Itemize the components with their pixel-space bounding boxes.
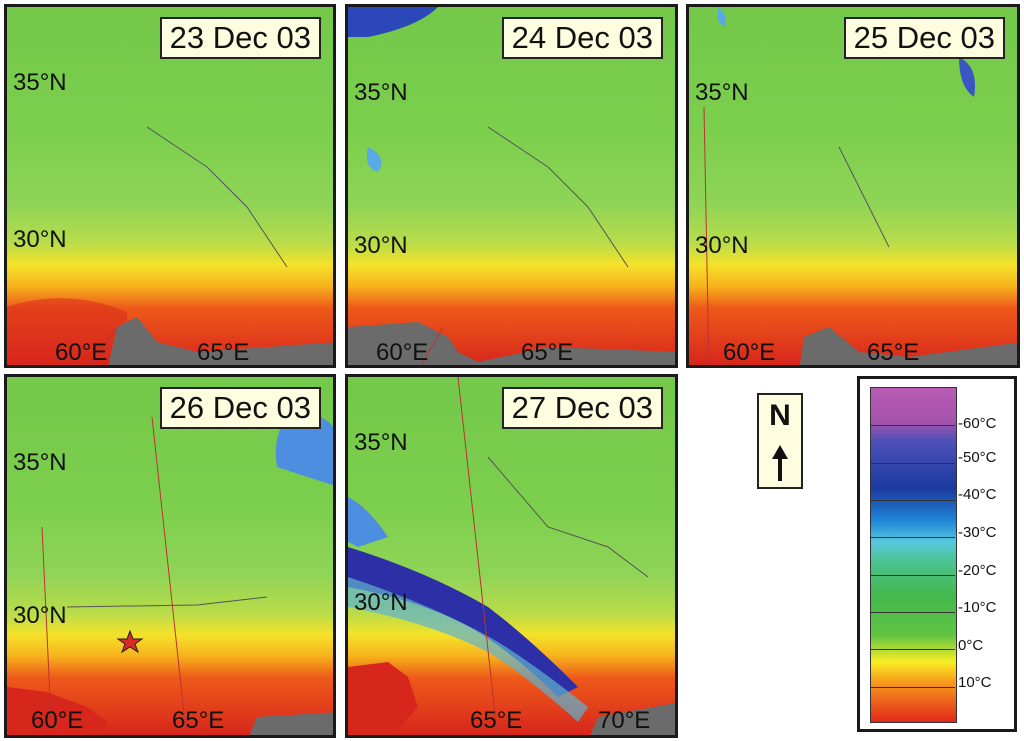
legend-label: -20°C <box>958 562 997 579</box>
north-label: N <box>769 399 791 432</box>
map-panel-25-dec: 25 Dec 03 35°N 30°N 60°E 65°E <box>686 4 1020 368</box>
map-panel-27-dec: 27 Dec 03 35°N 30°N 65°E 70°E <box>345 374 678 738</box>
tick-line <box>870 425 955 426</box>
star-marker <box>116 629 144 654</box>
legend-label: -30°C <box>958 524 997 541</box>
lon-label-65e: 65°E <box>867 339 920 366</box>
tick-line <box>870 463 955 464</box>
lon-label-60e: 60°E <box>55 339 108 366</box>
tick-line <box>870 537 955 538</box>
tick-line <box>870 612 955 613</box>
arrow-up-icon <box>772 445 788 481</box>
temperature-field <box>7 414 333 735</box>
legend-label: -50°C <box>958 449 997 466</box>
date-label: 26 Dec 03 <box>159 387 321 429</box>
temperature-field <box>7 126 333 365</box>
lat-label-35n: 35°N <box>13 69 67 96</box>
lon-label-65e: 65°E <box>521 339 574 366</box>
lat-label-30n: 30°N <box>354 232 408 259</box>
temperature-field <box>348 377 675 735</box>
tick-line <box>870 575 955 576</box>
tick-line <box>870 500 955 501</box>
date-label: 24 Dec 03 <box>501 17 663 59</box>
legend-label: 10°C <box>958 674 992 691</box>
lat-label-35n: 35°N <box>354 79 408 106</box>
lat-label-30n: 30°N <box>13 602 67 629</box>
lat-label-35n: 35°N <box>695 79 749 106</box>
legend-label: -40°C <box>958 486 997 503</box>
temperature-field <box>703 7 1017 365</box>
lat-label-30n: 30°N <box>354 589 408 616</box>
map-panel-23-dec: 23 Dec 03 35°N 30°N 60°E 65°E <box>4 4 336 368</box>
lon-label-65e: 65°E <box>172 707 225 734</box>
map-panel-24-dec: 24 Dec 03 35°N 30°N 60°E 65°E <box>345 4 678 368</box>
lon-label-60e: 60°E <box>376 339 429 366</box>
legend-label: -10°C <box>958 599 997 616</box>
color-scale-bar <box>870 387 957 723</box>
lat-label-35n: 35°N <box>13 449 67 476</box>
lon-label-65e: 65°E <box>197 339 250 366</box>
tick-line <box>870 649 955 650</box>
map-panel-26-dec: 26 Dec 03 35°N 30°N 60°E 65°E <box>4 374 336 738</box>
lon-label-70e: 70°E <box>598 707 651 734</box>
north-arrow: N <box>757 393 803 489</box>
date-label: 23 Dec 03 <box>159 17 321 59</box>
lat-label-30n: 30°N <box>13 226 67 253</box>
temperature-legend: -60°C -50°C -40°C -30°C -20°C -10°C 0°C … <box>857 376 1017 732</box>
tick-line <box>870 687 955 688</box>
date-label: 27 Dec 03 <box>501 387 663 429</box>
lon-label-60e: 60°E <box>723 339 776 366</box>
temperature-field <box>348 7 675 365</box>
date-label: 25 Dec 03 <box>843 17 1005 59</box>
legend-label: -60°C <box>958 415 997 432</box>
legend-label: 0°C <box>958 637 984 654</box>
lon-label-60e: 60°E <box>31 707 84 734</box>
lat-label-30n: 30°N <box>695 232 749 259</box>
lat-label-35n: 35°N <box>354 429 408 456</box>
lon-label-65e: 65°E <box>470 707 523 734</box>
